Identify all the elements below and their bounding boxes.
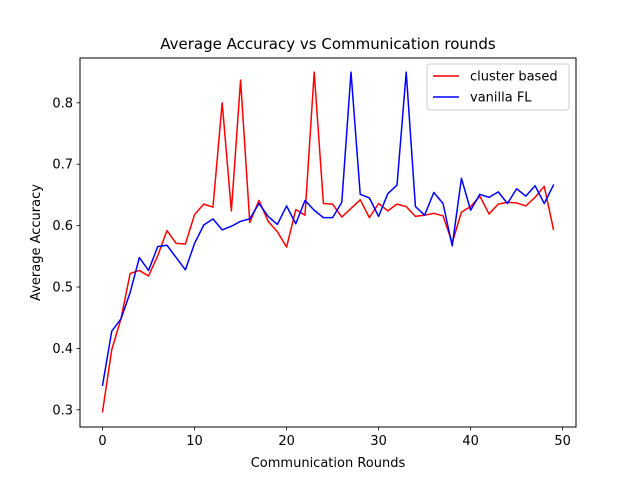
x-tick-label: 20 <box>278 434 295 449</box>
y-tick-label: 0.7 <box>52 158 73 173</box>
x-tick-label: 50 <box>554 434 571 449</box>
y-tick-label: 0.6 <box>52 219 73 234</box>
x-tick-label: 0 <box>98 434 106 449</box>
y-axis: 0.3 0.4 0.5 0.6 0.7 0.8 <box>52 96 80 418</box>
x-tick-label: 40 <box>462 434 479 449</box>
legend: cluster based vanilla FL <box>426 63 570 111</box>
series-line-0 <box>101 71 555 413</box>
x-axis-label: Communication Rounds <box>251 456 406 471</box>
series-line-1 <box>101 71 555 387</box>
y-tick-label: 0.8 <box>52 96 73 111</box>
chart-title: Average Accuracy vs Communication rounds <box>160 35 496 53</box>
y-tick-label: 0.5 <box>52 281 73 296</box>
x-tick-label: 30 <box>370 434 387 449</box>
series-lines <box>101 71 555 413</box>
y-axis-label: Average Accuracy <box>29 184 44 301</box>
y-tick-label: 0.4 <box>52 342 73 357</box>
legend-label-0: cluster based <box>470 70 558 85</box>
x-axis: 0 10 20 30 40 50 <box>98 427 571 449</box>
plot-frame <box>79 57 577 428</box>
legend-label-1: vanilla FL <box>470 91 532 106</box>
y-tick-label: 0.3 <box>52 403 73 418</box>
x-tick-label: 10 <box>186 434 203 449</box>
legend-box <box>426 63 570 111</box>
